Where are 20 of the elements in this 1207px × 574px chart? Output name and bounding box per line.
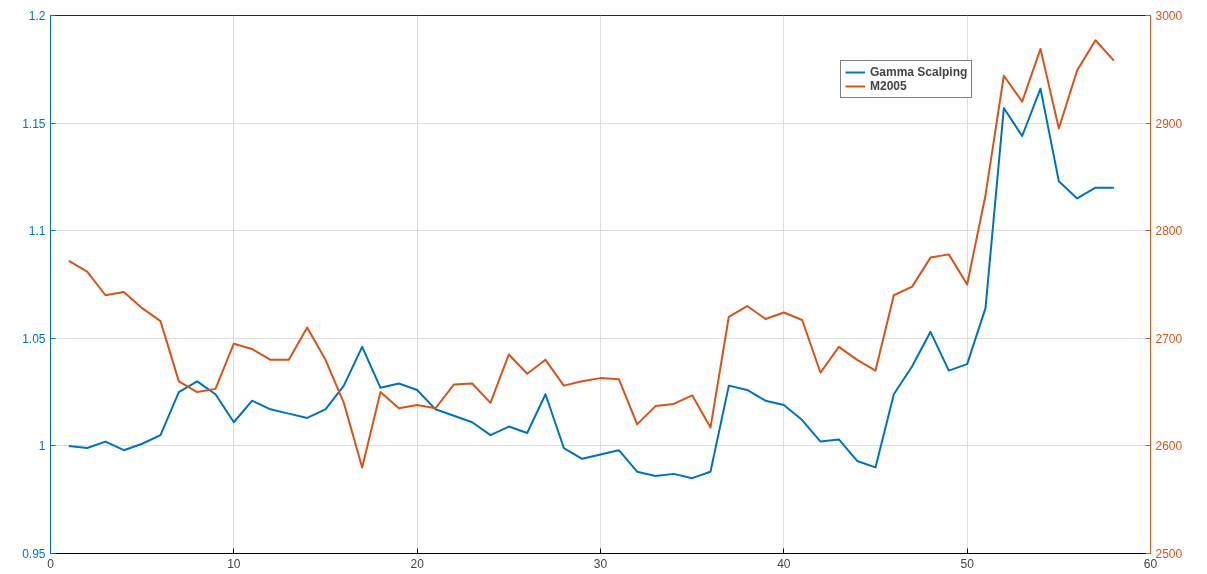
- y2-tick-label: 2500: [1155, 547, 1183, 561]
- y2-tick-label: 3000: [1155, 9, 1183, 23]
- y-tick-label: 1.05: [22, 331, 46, 346]
- x-tick-label: 10: [227, 556, 241, 571]
- y-tick-label: 1.2: [28, 9, 46, 23]
- y2-tick-label: 2800: [1155, 224, 1183, 239]
- y2-tick-label: 2600: [1155, 439, 1183, 454]
- y-tick-label: 1.15: [22, 116, 46, 131]
- y-tick-label: 0.95: [22, 547, 46, 561]
- legend-label: M2005: [870, 79, 907, 93]
- x-tick-label: 50: [960, 556, 975, 571]
- y-tick-label: 1: [38, 439, 46, 454]
- y2-tick-label: 2900: [1155, 116, 1183, 131]
- x-tick-label: 40: [777, 556, 791, 571]
- x-tick-label: 20: [410, 556, 425, 571]
- legend-label: Gamma Scalping: [870, 65, 968, 79]
- y2-tick-label: 2700: [1155, 331, 1183, 346]
- x-tick-label: 30: [593, 556, 608, 571]
- y-tick-label: 1.1: [28, 224, 46, 239]
- x-tick-label: 0: [47, 556, 55, 571]
